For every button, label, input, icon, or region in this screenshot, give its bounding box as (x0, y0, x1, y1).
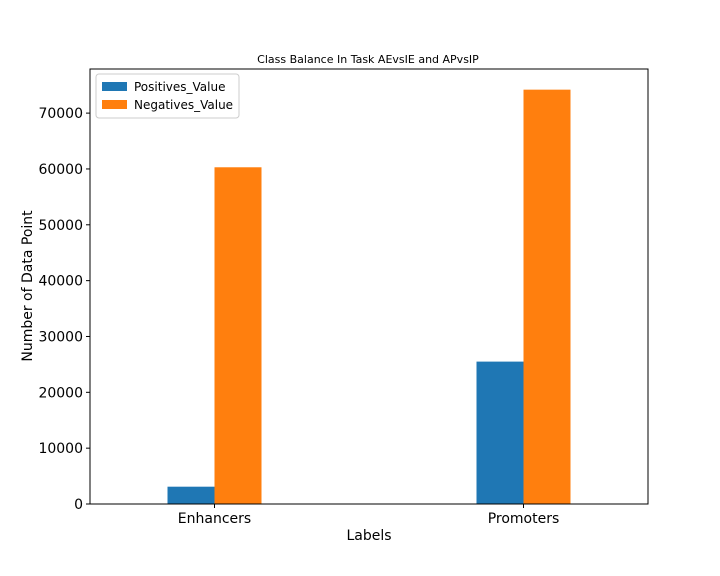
bars-layer (167, 89, 571, 504)
plot-frame (89, 68, 649, 505)
y-tick-label: 20000 (38, 385, 83, 401)
legend-label-positives-value: Positives_Value (134, 80, 225, 94)
y-tick-label: 0 (74, 497, 83, 513)
y-tick-label: 70000 (38, 106, 83, 122)
bar-positives-value-promoters (476, 361, 524, 504)
bar-negatives-value-enhancers (214, 167, 262, 504)
y-axis-label: Number of Data Point (20, 210, 36, 362)
x-tick-label-enhancers: Enhancers (178, 511, 251, 527)
x-tick-label-promoters: Promoters (488, 511, 560, 527)
legend-label-negatives-value: Negatives_Value (134, 98, 233, 112)
x-axis: Enhancers Promoters (178, 504, 559, 527)
legend-swatch-negatives-value (102, 100, 127, 109)
y-tick-label: 30000 (38, 329, 83, 345)
y-tick-label: 10000 (38, 441, 83, 457)
x-axis-label: Labels (346, 528, 391, 544)
bar-negatives-value-promoters (523, 89, 571, 504)
bar-positives-value-enhancers (167, 486, 215, 504)
y-tick-label: 60000 (38, 162, 83, 178)
legend-box (95, 73, 240, 119)
y-tick-label: 40000 (38, 274, 83, 290)
chart-title: Class Balance In Task AEvsIE and APvsIP (257, 53, 479, 66)
legend: Positives_Value Negatives_Value (95, 73, 240, 119)
legend-swatch-positives-value (102, 82, 127, 91)
y-axis: 0 10000 20000 30000 40000 50000 60000 70000 (38, 106, 90, 513)
y-tick-label: 50000 (38, 218, 83, 234)
